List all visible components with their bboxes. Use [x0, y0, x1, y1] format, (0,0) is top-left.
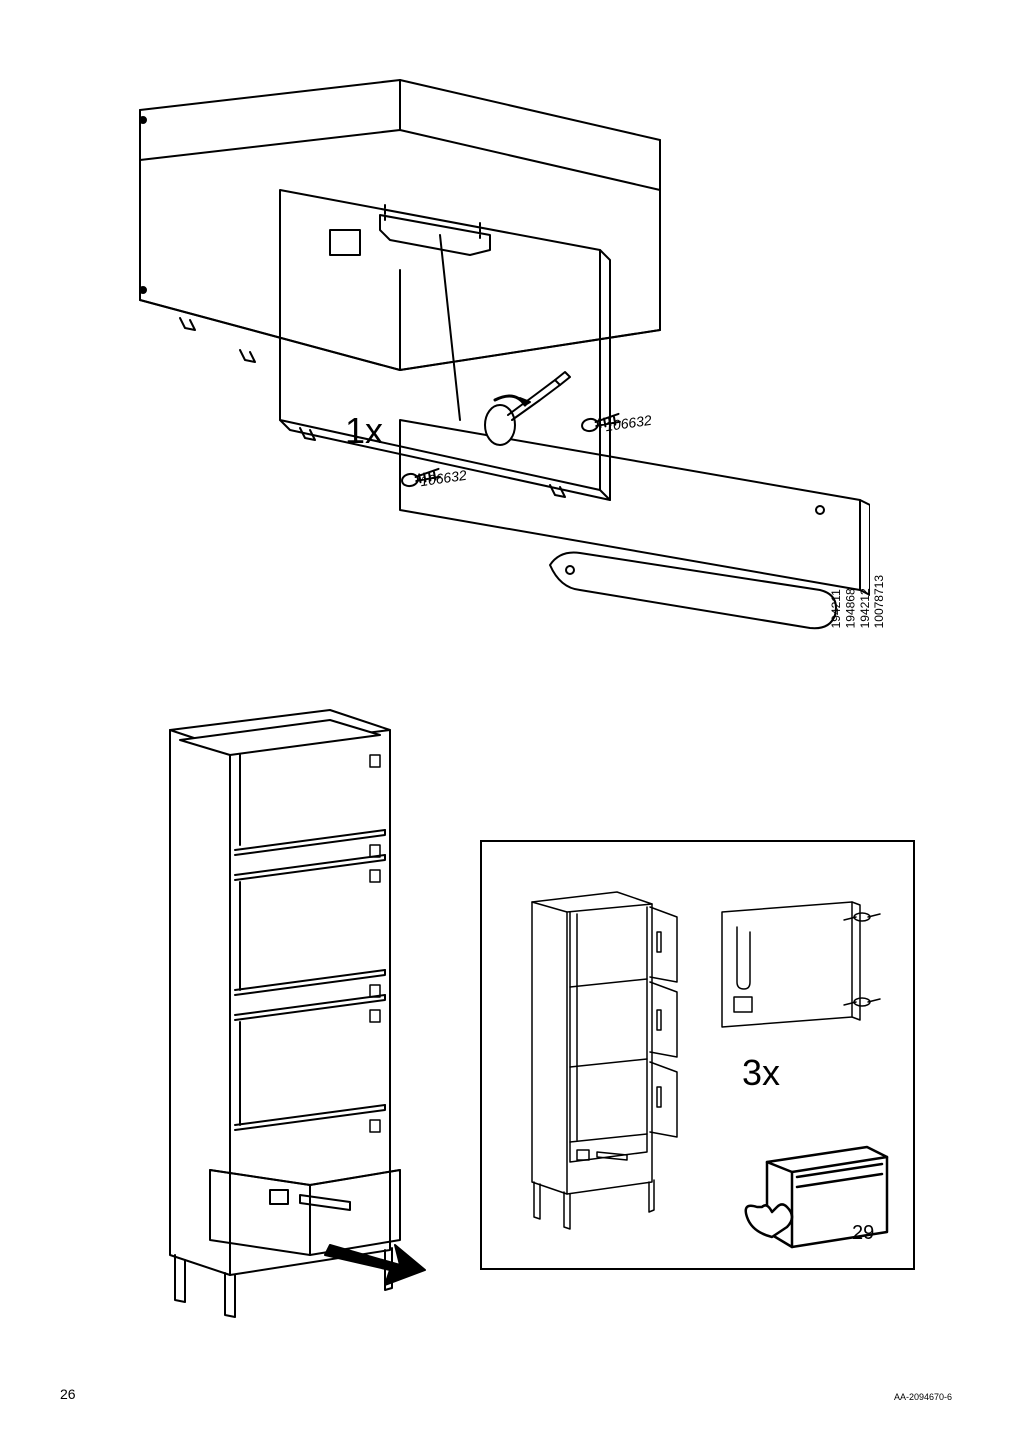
cabinet-doors-illustration	[502, 882, 702, 1252]
quantity-3x-label: 3x	[742, 1052, 780, 1094]
cabinet-with-drawer-illustration	[130, 700, 430, 1320]
ref-page-number: 29	[852, 1222, 874, 1245]
document-reference: AA-2094670-6	[894, 1392, 952, 1402]
quantity-1x-label: 1x	[345, 410, 383, 452]
instruction-page: 1x 106632 106632 194211 194868 194212 10…	[0, 0, 1012, 1432]
drawer-assembly-illustration	[120, 70, 870, 650]
doors-substep-panel: 3x 29	[480, 840, 915, 1270]
single-door-illustration	[712, 897, 892, 1047]
page-number: 26	[60, 1386, 76, 1402]
handle-part-numbers: 194211 194868 194212 10078713	[829, 575, 887, 628]
